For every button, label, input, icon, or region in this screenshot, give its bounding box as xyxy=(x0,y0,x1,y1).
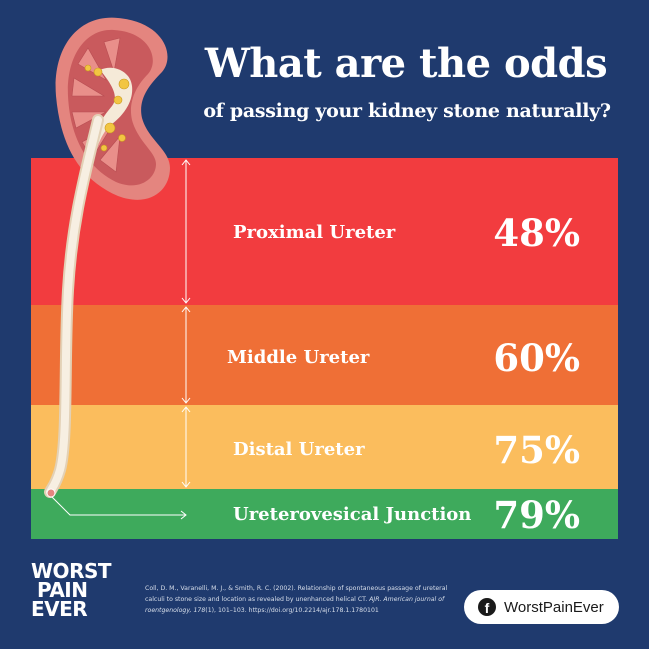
citation-text: (1), 101–103. https://doi.org/10.2214/aj… xyxy=(205,607,379,614)
facebook-link[interactable]: f WorstPainEver xyxy=(464,590,619,624)
band-middle-ureter: Middle Ureter 60% xyxy=(31,305,618,405)
band-percent: 79% xyxy=(493,493,580,537)
stone xyxy=(118,78,130,90)
page-subtitle: of passing your kidney stone naturally? xyxy=(203,100,611,122)
brand-logo: WORST PAIN EVER xyxy=(31,559,112,621)
band-percent: 60% xyxy=(493,336,580,380)
stone xyxy=(100,144,108,152)
citation: Coll, D. M., Varanelli, M. J., & Smith, … xyxy=(145,583,450,616)
band-label: Distal Ureter xyxy=(233,439,365,460)
band-distal-ureter: Distal Ureter 75% xyxy=(31,405,618,489)
band-ureterovesical-junction: Ureterovesical Junction 79% xyxy=(31,489,618,539)
band-label: Proximal Ureter xyxy=(233,222,396,243)
stone xyxy=(118,134,126,142)
logo-line: WORST xyxy=(31,559,112,583)
band-label: Ureterovesical Junction xyxy=(233,504,472,525)
stone xyxy=(113,95,123,105)
stone xyxy=(104,122,116,134)
stone xyxy=(84,64,92,72)
band-percent: 48% xyxy=(493,211,580,255)
facebook-handle: WorstPainEver xyxy=(504,598,604,616)
band-proximal-ureter: Proximal Ureter 48% xyxy=(31,158,618,305)
renal-pelvis xyxy=(92,67,133,150)
band-label: Middle Ureter xyxy=(227,347,370,368)
stone xyxy=(93,67,103,77)
logo-line: PAIN xyxy=(37,578,88,602)
citation-journal: AJR. American journal of roentgenology, … xyxy=(145,596,445,614)
logo-line: EVER xyxy=(31,597,88,621)
facebook-icon: f xyxy=(478,598,496,616)
page-title: What are the odds xyxy=(204,40,608,87)
citation-text: Coll, D. M., Varanelli, M. J., & Smith, … xyxy=(145,585,448,603)
band-percent: 75% xyxy=(493,428,580,472)
